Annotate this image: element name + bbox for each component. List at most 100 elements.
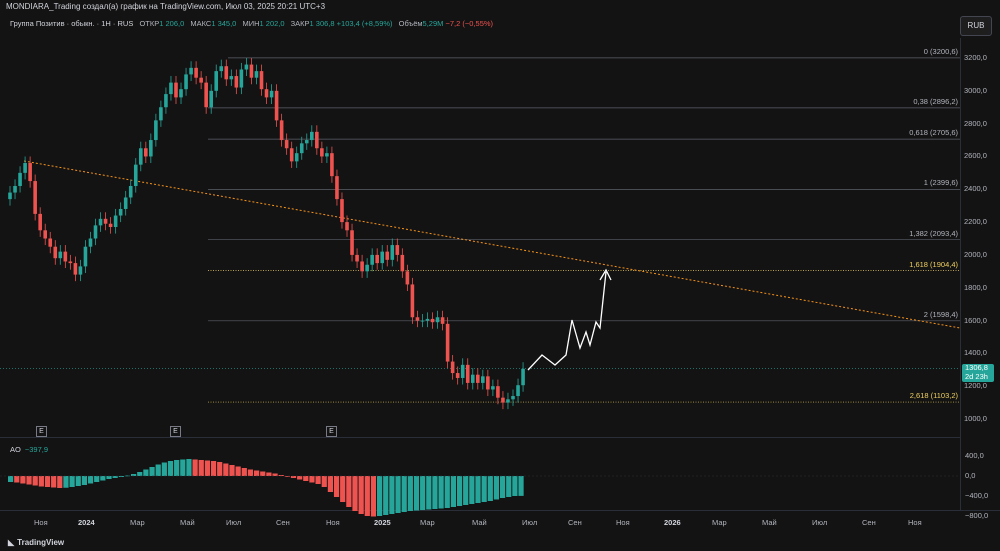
candle-body (395, 245, 400, 255)
time-axis-tick: Май (180, 518, 195, 527)
candle-body (460, 364, 465, 378)
currency-button[interactable]: RUB (960, 16, 992, 36)
candle-body (335, 176, 339, 200)
candle-body (209, 90, 213, 108)
time-axis-tick: Май (472, 518, 487, 527)
time-axis-tick: Ноя (908, 518, 922, 527)
earnings-marker[interactable]: E (36, 426, 47, 437)
candle-body (294, 153, 299, 162)
brand-logo[interactable]: ◣ TradingView (8, 538, 64, 547)
candle-body (279, 120, 284, 141)
price-axis[interactable]: 3200,0 3000,0 2800,0 2600,0 2400,0 2200,0 2000… (960, 38, 1000, 518)
ao-bar (450, 476, 456, 507)
candle-body (400, 254, 405, 272)
time-axis-tick: Ноя (326, 518, 340, 527)
candle-body (450, 361, 455, 374)
candle-body (481, 376, 485, 383)
fib-level-label: 2,618 (1103,2) (909, 391, 958, 401)
ao-bar (432, 476, 438, 509)
projection-path (527, 271, 607, 371)
ao-bar (38, 476, 44, 487)
candle-body (365, 264, 369, 272)
ao-bar (198, 460, 204, 476)
price-axis-tick: 1000,0 (964, 414, 987, 423)
brand-name: TradingView (17, 538, 65, 547)
ao-legend[interactable]: AO −397,9 (10, 445, 48, 454)
candle-body (13, 185, 17, 193)
time-axis-tick: Мар (420, 518, 435, 527)
time-axis-tick: Май (762, 518, 777, 527)
symbol-legend[interactable]: Группа Позитив · обыкн. · 1Н · RUS ОТКР1… (10, 19, 493, 28)
ao-bar (100, 476, 106, 481)
candle-body (194, 67, 198, 78)
ao-bar (333, 476, 340, 497)
last-price-tag: 1306,8 2d 23h (962, 363, 994, 382)
candle-body (330, 153, 334, 177)
candle-body (184, 74, 188, 90)
ao-bar (481, 476, 487, 502)
symbol-name[interactable]: Группа Позитив · обыкн. · 1Н · RUS (10, 19, 134, 28)
candle-body (284, 140, 289, 149)
pane-divider[interactable] (0, 437, 960, 438)
candle-body (8, 192, 12, 200)
ao-bar (155, 464, 161, 476)
candle-body (68, 261, 73, 264)
earnings-marker[interactable]: E (170, 426, 181, 437)
ao-bar (26, 476, 32, 485)
ao-bar (124, 475, 131, 477)
candle-body (375, 254, 379, 264)
ao-bar (186, 459, 192, 476)
price-axis-tick: 2800,0 (964, 118, 987, 128)
ao-bar (426, 476, 432, 510)
time-axis-tick: Сен (276, 518, 290, 527)
ao-bar (340, 476, 346, 502)
ao-bar (407, 476, 413, 511)
candle-body (204, 82, 208, 108)
fib-level-label: 2 (1598,4) (923, 309, 958, 319)
candle-body (254, 71, 259, 78)
ao-bar (321, 476, 327, 487)
candle-body (355, 254, 359, 262)
ao-bar (75, 476, 81, 486)
ao-bar (401, 476, 407, 512)
ao-bar (346, 476, 352, 507)
candle-body (58, 251, 63, 259)
ao-bar (217, 462, 223, 476)
fib-level-label: 1 (2399,6) (923, 178, 958, 188)
low-value: 1 202,0 (259, 19, 285, 28)
time-axis-tick: Сен (568, 518, 582, 527)
ao-bar (272, 473, 278, 476)
ao-bar (420, 476, 426, 510)
ao-bar (352, 476, 358, 511)
candle-body (299, 143, 304, 154)
candle-body (345, 222, 349, 231)
close-label: ЗАКР (290, 19, 310, 28)
earnings-marker[interactable]: E (326, 426, 337, 437)
ao-bar (389, 476, 395, 514)
price-axis-tick: 1200,0 (964, 381, 987, 391)
time-axis-tick: Мар (712, 518, 727, 527)
time-axis-tick: Мар (130, 518, 145, 527)
ao-bar (364, 476, 370, 516)
ao-bar (309, 476, 315, 483)
candle-body (103, 218, 108, 224)
candle-body (269, 90, 274, 98)
candle-body (496, 386, 500, 398)
time-axis-tick: Ноя (616, 518, 630, 527)
ao-bar (413, 476, 420, 511)
candle-body (53, 246, 58, 259)
time-axis-tick: 2025 (374, 518, 391, 527)
candle-body (315, 131, 319, 149)
ao-bar (143, 469, 149, 476)
ao-bar (493, 476, 500, 500)
ao-bar (94, 476, 100, 482)
candle-body (174, 82, 178, 98)
ao-bar (161, 462, 167, 476)
ao-axis-tick: 400,0 (965, 451, 984, 460)
ao-name: AO (10, 445, 21, 454)
ao-bar (456, 476, 463, 506)
close-value: 1 306,8 (309, 19, 335, 28)
ao-bar (180, 459, 186, 476)
candle-body (78, 266, 83, 275)
